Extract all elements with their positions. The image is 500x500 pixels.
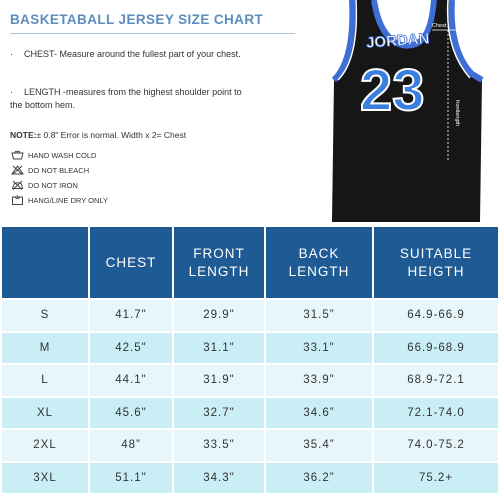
size-cell: M bbox=[2, 332, 88, 363]
note-text: ± 0.8" Error is normal. Width x 2= Chest bbox=[36, 130, 187, 140]
jersey-right-arm-trim bbox=[448, 0, 484, 83]
suitable-height-cell: 72.1-74.0 bbox=[374, 397, 498, 428]
jersey-name: JORDAN bbox=[366, 30, 430, 51]
size-cell: 2XL bbox=[2, 430, 88, 461]
hang-dry-icon bbox=[10, 195, 24, 205]
title-underline bbox=[10, 33, 295, 34]
header-back-line1: BACK bbox=[298, 245, 340, 261]
header-suitable-height: SUITABLE HEIGTH bbox=[374, 227, 498, 298]
suitable-height-cell: 75.2+ bbox=[374, 462, 498, 493]
header-empty-cell bbox=[2, 227, 88, 298]
front-length-cell: 31.1" bbox=[174, 332, 264, 363]
bullet-mark: · bbox=[10, 49, 13, 59]
jersey-neck-trim-white bbox=[377, 0, 431, 42]
back-length-cell: 31.5” bbox=[266, 300, 372, 331]
back-length-cell: 33.9" bbox=[266, 365, 372, 396]
chest-label: Chest bbox=[432, 23, 447, 29]
jersey-neck-trim bbox=[371, 0, 437, 49]
care-no-bleach: DO NOT BLEACH bbox=[10, 165, 230, 175]
header-front-line2: LENGTH bbox=[188, 263, 250, 279]
suitable-height-cell: 64.9-66.9 bbox=[374, 300, 498, 331]
hand-wash-icon bbox=[10, 150, 24, 160]
note-line: NOTE:± 0.8" Error is normal. Width x 2= … bbox=[10, 130, 186, 140]
chest-cell: 48” bbox=[90, 430, 172, 461]
front-length-cell: 33.5" bbox=[174, 430, 264, 461]
front-length-cell: 32.7" bbox=[174, 397, 264, 428]
table-row: M 42.5" 31.1" 33.1" 66.9-68.9 bbox=[0, 332, 500, 363]
page-title: BASKETABALL JERSEY SIZE CHART bbox=[10, 12, 264, 27]
header-height-line2: HEIGTH bbox=[407, 263, 465, 279]
header-back-line2: LENGTH bbox=[288, 263, 350, 279]
header-back-length: BACK LENGTH bbox=[266, 227, 372, 298]
note-label: NOTE: bbox=[10, 130, 37, 140]
suitable-height-cell: 66.9-68.9 bbox=[374, 332, 498, 363]
front-length-cell: 29.9" bbox=[174, 300, 264, 331]
chest-cell: 51.1" bbox=[90, 462, 172, 493]
instruction-length: · LENGTH -measures from the highest shoul… bbox=[10, 86, 245, 112]
no-iron-icon bbox=[10, 180, 24, 190]
header-front-length: FRONT LENGTH bbox=[174, 227, 264, 298]
care-hand-wash: HAND WASH COLD bbox=[10, 150, 230, 160]
care-hand-wash-text: HAND WASH COLD bbox=[28, 150, 97, 160]
size-table: CHEST FRONT LENGTH BACK LENGTH SUITABLE … bbox=[0, 224, 500, 500]
suitable-height-cell: 74.0-75.2 bbox=[374, 430, 498, 461]
care-no-iron-text: DO NOT IRON bbox=[28, 180, 78, 190]
instruction-length-text: LENGTH -measures from the highest should… bbox=[10, 87, 242, 110]
size-cell: S bbox=[2, 300, 88, 331]
table-row: 3XL 51.1" 34.3" 36.2” 75.2+ bbox=[0, 462, 500, 493]
care-no-iron: DO NOT IRON bbox=[10, 180, 230, 190]
front-length-cell: 31.9" bbox=[174, 365, 264, 396]
back-length-cell: 33.1" bbox=[266, 332, 372, 363]
size-cell: 3XL bbox=[2, 462, 88, 493]
table-row: S 41.7" 29.9" 31.5” 64.9-66.9 bbox=[0, 300, 500, 331]
chest-cell: 42.5" bbox=[90, 332, 172, 363]
care-hang-dry: HANG/LINE DRY ONLY bbox=[10, 195, 230, 205]
table-row: 2XL 48” 33.5" 35.4” 74.0-75.2 bbox=[0, 430, 500, 461]
back-length-cell: 36.2” bbox=[266, 462, 372, 493]
info-panel: BASKETABALL JERSEY SIZE CHART · CHEST- Me… bbox=[0, 0, 500, 222]
back-length-cell: 34.6” bbox=[266, 397, 372, 428]
chest-cell: 44.1" bbox=[90, 365, 172, 396]
jersey-left-arm-trim bbox=[331, 0, 356, 83]
care-hang-dry-text: HANG/LINE DRY ONLY bbox=[28, 195, 109, 205]
instruction-chest-text: CHEST- Measure around the fullest part o… bbox=[24, 49, 241, 59]
no-bleach-icon bbox=[10, 165, 24, 175]
table-row: XL 45.6" 32.7" 34.6” 72.1-74.0 bbox=[0, 397, 500, 428]
table-row: L 44.1" 31.9" 33.9" 68.9-72.1 bbox=[0, 365, 500, 396]
jersey-number: 23 bbox=[360, 58, 425, 123]
header-height-line1: SUITABLE bbox=[399, 245, 473, 261]
header-chest-text: CHEST bbox=[105, 254, 157, 270]
length-label: frontlength bbox=[454, 100, 460, 126]
front-length-cell: 34.3" bbox=[174, 462, 264, 493]
chest-cell: 41.7" bbox=[90, 300, 172, 331]
jersey-body bbox=[332, 0, 482, 222]
care-no-bleach-text: DO NOT BLEACH bbox=[28, 165, 90, 175]
suitable-height-cell: 68.9-72.1 bbox=[374, 365, 498, 396]
chest-cell: 45.6" bbox=[90, 397, 172, 428]
back-length-cell: 35.4” bbox=[266, 430, 372, 461]
size-cell: L bbox=[2, 365, 88, 396]
header-chest: CHEST bbox=[90, 227, 172, 298]
header-front-line1: FRONT bbox=[193, 245, 245, 261]
instruction-chest: · CHEST- Measure around the fullest part … bbox=[10, 48, 245, 61]
size-cell: XL bbox=[2, 397, 88, 428]
jersey-illustration: JORDAN 23 Chest frontlength bbox=[331, 0, 484, 222]
bullet-mark: · bbox=[10, 87, 13, 97]
